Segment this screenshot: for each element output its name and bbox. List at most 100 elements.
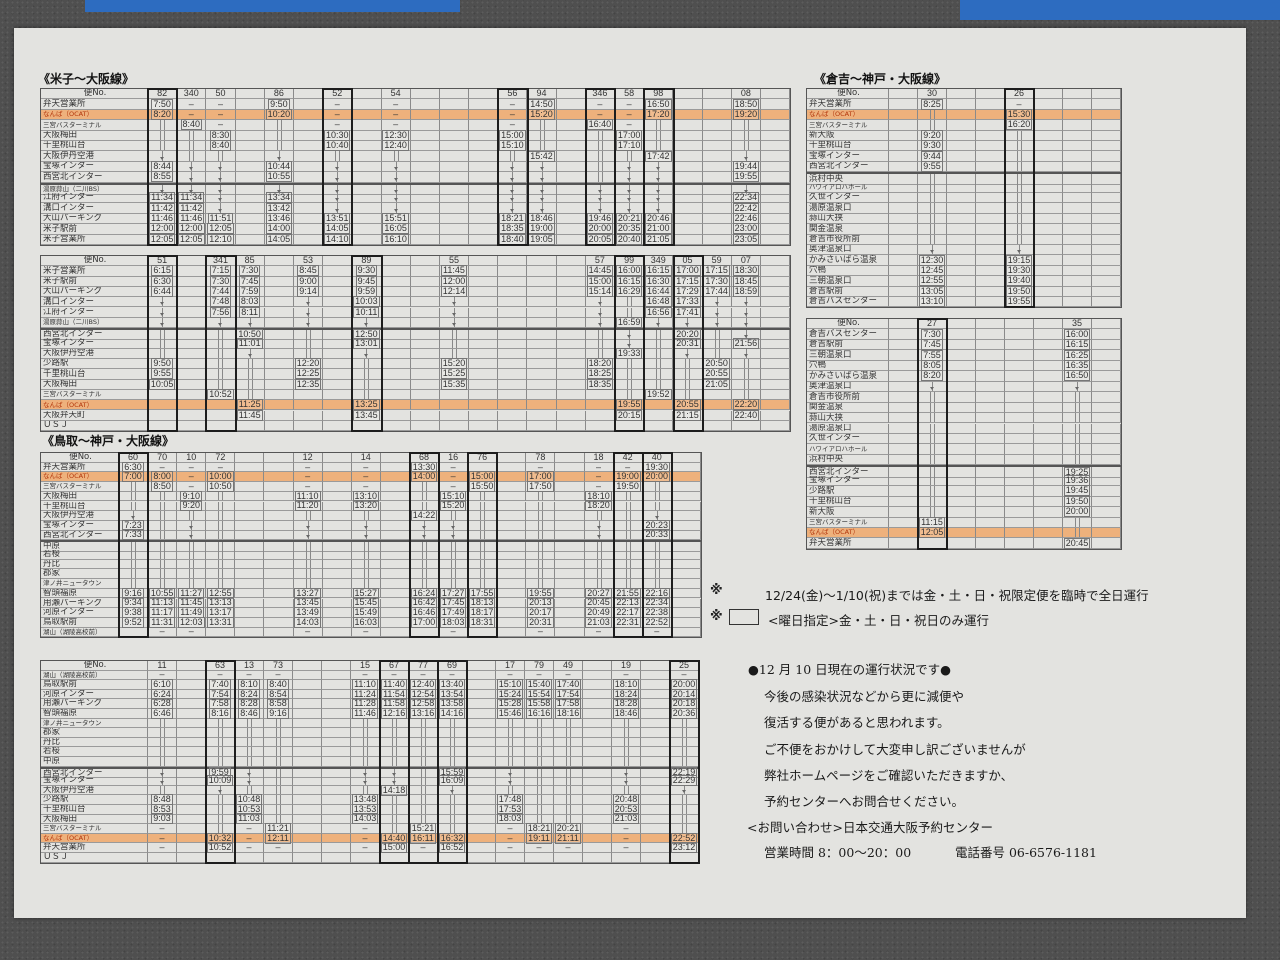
stop-name: 西宮北インター xyxy=(807,467,889,478)
stop-name: 津ノ井ニュータウン xyxy=(41,718,148,729)
time-cell xyxy=(670,757,699,767)
pass-through-line xyxy=(364,379,370,389)
time-cell xyxy=(555,550,585,560)
time-cell xyxy=(555,627,585,638)
time-cell xyxy=(1005,517,1034,528)
departure-time: 12:05 xyxy=(148,233,176,245)
service-number-cell xyxy=(556,256,586,267)
no-stop-dash: – xyxy=(362,842,368,853)
time-cell xyxy=(177,161,207,173)
stop-row: 少路駅 19:45 xyxy=(807,485,1121,497)
time-cell: 17:00 xyxy=(409,616,440,628)
time-cell xyxy=(613,559,643,570)
time-cell xyxy=(352,420,382,432)
stop-name: 三朝温泉口 xyxy=(807,350,889,361)
stop-row: 倉吉市役所前 xyxy=(807,234,1121,245)
pass-through-line xyxy=(421,737,426,747)
time-cell xyxy=(947,475,976,487)
pass-through-line xyxy=(451,542,457,551)
time-cell xyxy=(380,718,409,729)
time-cell xyxy=(177,511,207,521)
departure-time: 13:01 xyxy=(353,337,380,349)
time-cell xyxy=(673,203,703,214)
pass-through-line xyxy=(450,824,455,833)
time-cell xyxy=(206,348,236,359)
time-cell xyxy=(976,161,1005,173)
departure-time: 20:31 xyxy=(527,616,554,628)
time-cell xyxy=(235,213,265,225)
departure-time: 6:46 xyxy=(151,707,173,719)
time-cell xyxy=(702,389,732,401)
stop-row-namba-highlight: なんば（OCAT） –10:32–12:11–14:40 16:11 16:32–19… xyxy=(41,832,699,844)
time-cell xyxy=(177,814,206,825)
time-cell xyxy=(264,588,294,599)
stop-name: 弁天営業所 xyxy=(41,462,119,473)
pass-through-line xyxy=(625,559,631,569)
time-cell xyxy=(947,203,976,214)
time-cell xyxy=(1092,255,1121,266)
time-cell xyxy=(352,317,382,329)
stop-name: なんば（OCAT） xyxy=(41,109,148,121)
pass-through-line xyxy=(189,130,195,140)
time-cell xyxy=(642,501,672,512)
service-number-cell xyxy=(322,453,352,463)
departure-time: 7:45 xyxy=(921,339,943,351)
time-cell xyxy=(641,833,670,844)
down-arrow-icon xyxy=(218,184,223,194)
time-cell xyxy=(177,737,206,748)
stop-row: 千里桃山台 9:30 xyxy=(807,140,1121,152)
time-cell xyxy=(235,569,265,580)
timetable-kurayoshi_from_osaka: 便No. 30 26 弁天営業所 8:25– なんば（OCAT） 15:30 三宮バスターミナ… xyxy=(806,88,1122,309)
pass-through-line xyxy=(654,501,660,511)
stop-name: 倉吉バスセンター xyxy=(807,297,889,308)
time-cell xyxy=(641,776,670,786)
time-cell xyxy=(322,833,351,844)
departure-time: 11:03 xyxy=(236,813,262,825)
stop-row: 米子営業所 6:15 7:15 7:30 8:45 9:30 11:45 14:45 16:00… xyxy=(41,265,791,277)
pass-through-line xyxy=(305,579,311,588)
pass-through-line xyxy=(218,330,224,340)
time-cell xyxy=(439,99,470,110)
contact-line: <お問い合わせ>日本交通大阪予約センター xyxy=(747,820,993,835)
time-cell xyxy=(235,234,265,245)
pass-through-line xyxy=(451,579,457,588)
time-cell xyxy=(976,151,1005,162)
time-cell xyxy=(1034,255,1063,266)
departure-time: 7:50 xyxy=(151,98,173,110)
time-cell xyxy=(439,410,470,421)
stop-name: 河原インター xyxy=(41,608,119,618)
departure-time: 19:33 xyxy=(615,347,643,359)
down-arrow-icon xyxy=(451,307,456,317)
departure-time: 14:00 xyxy=(265,223,293,235)
service-number: 79 xyxy=(525,660,554,671)
stop-name: 少路駅 xyxy=(41,359,148,370)
departure-time: 16:09 xyxy=(438,774,466,786)
time-cell xyxy=(381,389,411,401)
departure-time: 10:05 xyxy=(148,378,176,390)
departure-time: 16:00 xyxy=(1063,328,1091,340)
departure-time: 12:40 xyxy=(382,140,409,152)
time-cell xyxy=(264,317,294,329)
time-cell xyxy=(322,627,352,638)
time-cell xyxy=(409,530,440,541)
pass-through-line xyxy=(247,728,252,737)
departure-time: 21:56 xyxy=(732,337,760,349)
departure-time: 20:35 xyxy=(615,223,643,235)
down-arrow-icon xyxy=(218,317,223,328)
service-number-cell xyxy=(322,661,351,671)
stop-row: 智頭福原 9:16 10:55 11:27 12:55 13:27 15:27 16:24 17… xyxy=(41,587,701,599)
time-cell xyxy=(1005,486,1034,497)
pass-through-line xyxy=(480,491,486,501)
pass-through-line xyxy=(1017,203,1022,213)
time-cell xyxy=(498,400,528,411)
no-stop-dash: – xyxy=(596,471,602,482)
time-cell xyxy=(947,130,976,141)
pass-through-line xyxy=(1075,517,1080,527)
pass-through-line xyxy=(218,824,223,833)
stop-name: なんば（OCAT） xyxy=(41,472,119,483)
time-cell xyxy=(554,737,583,748)
time-cell xyxy=(918,402,947,414)
service-number: 72 xyxy=(206,452,236,463)
time-cell xyxy=(889,182,918,193)
time-cell xyxy=(889,130,918,141)
